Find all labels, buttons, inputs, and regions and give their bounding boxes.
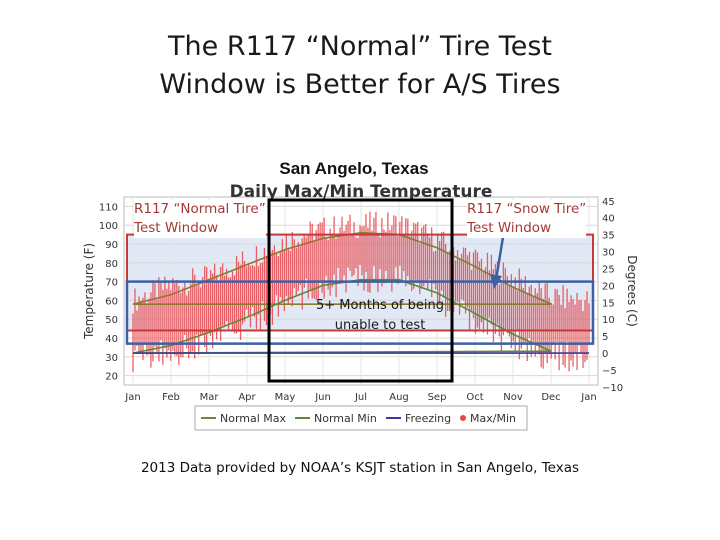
x-tick-label: Sep xyxy=(428,392,447,403)
legend-freezing-label: Freezing xyxy=(405,412,451,425)
y-tick-label: 30 xyxy=(105,353,118,364)
y2-tick-label: −10 xyxy=(602,383,623,394)
snow-window-annotation-line-2: Test Window xyxy=(467,220,552,236)
snow-arrow-shaft xyxy=(494,236,505,281)
snow-window-annotation-line-1: R117 “Snow Tire” xyxy=(467,201,587,217)
snow-window-annotation: R117 “Snow Tire” Test Window xyxy=(467,200,587,238)
y2-tick-label: 35 xyxy=(602,231,615,242)
x-tick-label: Jun xyxy=(314,392,331,403)
legend-max-min-swatch xyxy=(460,415,466,421)
y-tick-label: 100 xyxy=(99,221,118,232)
y2-tick-label: −5 xyxy=(602,366,617,377)
legend-normal-min-label: Normal Min xyxy=(314,412,377,425)
normal-window-annotation-line-1: R117 “Normal Tire” xyxy=(134,201,266,217)
y2-tick-label: 10 xyxy=(602,315,615,326)
gap-annotation-line-1: 5+ Months of being xyxy=(316,298,444,313)
y2-tick-label: 40 xyxy=(602,214,615,225)
location-label: San Angelo, Texas xyxy=(279,159,429,178)
slide-title-line-1: The R117 “Normal” Tire Test xyxy=(168,31,552,62)
snow-window-box xyxy=(125,280,595,345)
slide-title-line-2: Window is Better for A/S Tires xyxy=(159,69,561,100)
y2-tick-label: 25 xyxy=(602,264,615,275)
y-tick-label: 80 xyxy=(105,259,118,270)
x-tick-label: Jul xyxy=(354,392,367,403)
gap-annotation: 5+ Months of being unable to test xyxy=(300,296,460,336)
x-tick-label: Aug xyxy=(389,392,409,403)
x-tick-label: Oct xyxy=(466,392,483,403)
legend-box xyxy=(194,405,528,431)
gap-annotation-line-2: unable to test xyxy=(334,318,426,333)
y-tick-label: 90 xyxy=(105,240,118,251)
y-axis-label: Temperature (F) xyxy=(82,243,96,340)
y2-tick-label: 0 xyxy=(602,349,608,360)
normal-max-line xyxy=(132,231,552,305)
y-tick-label: 60 xyxy=(105,296,118,307)
untestable-period-box xyxy=(267,198,454,383)
x-tick-label: Jan xyxy=(580,392,596,403)
y2-tick-label: 15 xyxy=(602,298,615,309)
y2-tick-label: 30 xyxy=(602,248,615,259)
y2-tick-label: 45 xyxy=(602,197,615,208)
x-tick-label: May xyxy=(275,392,296,403)
y-tick-label: 40 xyxy=(105,334,118,345)
x-tick-label: Feb xyxy=(162,392,180,403)
y-tick-label: 70 xyxy=(105,278,118,289)
y2-tick-label: 20 xyxy=(602,281,615,292)
x-tick-label: Apr xyxy=(238,392,256,403)
y2-tick-label: 5 xyxy=(602,332,608,343)
x-tick-label: Jan xyxy=(124,392,140,403)
y-tick-label: 20 xyxy=(105,372,118,383)
legend-normal-max-label: Normal Max xyxy=(220,412,287,425)
chart-title: Daily Max/Min Temperature xyxy=(230,182,493,202)
x-tick-label: Mar xyxy=(200,392,220,403)
x-tick-label: Dec xyxy=(541,392,560,403)
normal-min-line xyxy=(132,278,552,354)
y-tick-label: 50 xyxy=(105,315,118,326)
snow-arrow-head xyxy=(490,274,502,289)
legend-max-min-label: Max/Min xyxy=(470,412,516,425)
x-tick-label: Nov xyxy=(503,392,523,403)
normal-window-annotation-line-2: Test Window xyxy=(134,220,219,236)
data-source-footer: 2013 Data provided by NOAA’s KSJT statio… xyxy=(140,460,580,476)
normal-window-annotation: R117 “Normal Tire” Test Window xyxy=(134,200,266,238)
y-tick-label: 110 xyxy=(99,202,118,213)
y2-axis-label: Degrees (C) xyxy=(625,255,639,326)
slide-title: The R117 “Normal” Tire Test Window is Be… xyxy=(0,28,720,104)
